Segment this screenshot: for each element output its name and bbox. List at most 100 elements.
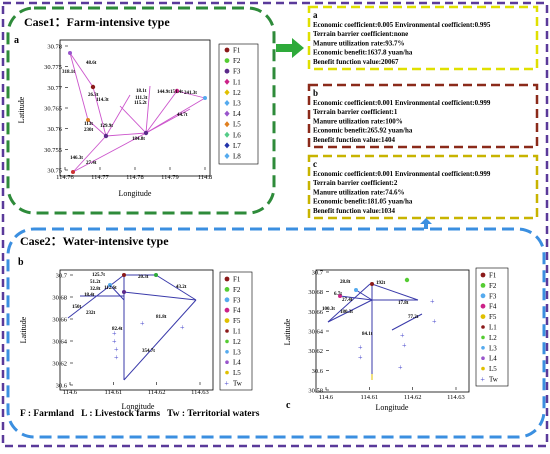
tw-point: +	[114, 353, 119, 362]
case1-routes	[69, 52, 206, 173]
route	[176, 90, 206, 99]
route	[72, 132, 147, 173]
legend-label: L2	[233, 338, 241, 346]
x-tick-label: 114.78	[126, 174, 144, 181]
route-label: 192t	[376, 281, 386, 286]
case1-y-ticks: 30.78 30.775 30.77 30.765 30.76 30.755 30.75	[44, 44, 68, 175]
route-label: 318.1t	[62, 70, 75, 75]
info-box-line: Economic benefit:265.92 yuan/ha	[313, 127, 413, 135]
legend-label: L7	[233, 142, 241, 150]
legend-label: L2	[233, 89, 241, 97]
info-box-line: Terrain barrier coefficient:1	[313, 108, 398, 116]
legend-marker	[481, 356, 485, 361]
y-tick-label: 30.75	[47, 168, 62, 175]
tw-point: +	[358, 343, 363, 352]
point-F4	[122, 290, 126, 294]
route	[105, 94, 131, 137]
y-tick-label: 30.68	[308, 289, 323, 296]
legend-marker	[224, 78, 230, 85]
point-F2	[103, 133, 109, 139]
info-box-letter: a	[313, 10, 318, 20]
legend-label: L5	[233, 369, 241, 377]
point-L2	[86, 118, 90, 122]
route-label: 241.3t	[184, 91, 197, 96]
point-F2	[404, 277, 410, 283]
legend-marker	[224, 47, 230, 53]
info-box-a	[307, 5, 539, 71]
legend-label: L1	[233, 328, 241, 336]
point-L4	[203, 96, 207, 100]
legend-marker	[224, 142, 230, 149]
case2-b-legend: F1 F2 F3 F4 F5 L1 L2 L3 L4 L5 + Tw	[224, 276, 242, 389]
legend-label: L5	[489, 365, 497, 373]
route	[145, 97, 206, 134]
legend-marker	[225, 360, 229, 365]
case2-b-ylabel: Latitude	[19, 316, 28, 343]
route-label: 27.4t	[342, 298, 353, 303]
case2-b-xlabel: Longitude	[122, 402, 155, 411]
x-tick-label: 114.61	[105, 389, 123, 396]
case1-frame	[6, 6, 276, 215]
point-F3	[108, 283, 112, 287]
case2-c-ylabel: Latitude	[283, 318, 292, 345]
route	[105, 132, 147, 137]
legend-label: F2	[489, 282, 497, 290]
route-label: 27.4t	[86, 161, 97, 166]
legend-label: F2	[233, 286, 241, 294]
case2-title: Case2：Water-intensive type	[20, 234, 169, 248]
route-label: 112.6t	[104, 286, 117, 291]
case2-c-y-ticks: 30.7 30.68 30.66 30.64 30.62 30.6 30.58	[308, 270, 329, 395]
case1-points	[68, 51, 207, 174]
route-label: 44.7t	[177, 113, 188, 118]
legend-marker	[481, 325, 485, 329]
y-tick-label: 30.775	[44, 64, 62, 71]
legend-label: L1	[489, 324, 497, 332]
case2-c-x-ticks: 114.6 114.61 114.62 114.63	[319, 387, 465, 401]
case2-frame	[6, 227, 546, 439]
tw-point: +	[114, 345, 119, 354]
x-tick-label: 114.63	[191, 389, 209, 396]
legend-label: Tw	[489, 376, 499, 384]
legend-label: L8	[233, 153, 241, 161]
y-tick-label: 30.62	[308, 348, 323, 355]
route-label: 125.7t	[92, 273, 105, 278]
route-label: 17.8t	[398, 301, 409, 306]
route	[72, 135, 107, 173]
legend-marker	[481, 366, 485, 371]
legend-marker	[224, 110, 230, 117]
route-label: 144.9t	[157, 90, 170, 95]
y-tick-label: 30.62	[52, 361, 67, 368]
route	[109, 284, 125, 301]
x-tick-label: 114.61	[361, 394, 379, 401]
legend-label: F1	[489, 272, 497, 280]
route-label: 146.3t	[70, 156, 83, 161]
legend-marker	[224, 131, 230, 138]
case2-panel-c-letter: c	[286, 400, 291, 411]
tw-point: +	[398, 363, 403, 372]
info-box-line: Economic coefficient:0.001 Environmental…	[313, 99, 491, 107]
legend-label: L3	[233, 348, 241, 356]
info-box-line: Manure utilization rate:100%	[313, 117, 403, 125]
point-L5	[71, 170, 75, 174]
route-label: 77.2t	[408, 315, 419, 320]
legend-marker: +	[480, 375, 485, 384]
legend-label: F3	[233, 296, 241, 304]
tw-point: +	[112, 329, 117, 338]
route	[119, 105, 147, 134]
point-F3	[143, 130, 149, 136]
case1-arrow-icon	[276, 38, 304, 58]
legend-marker	[224, 153, 230, 159]
legend-marker	[224, 121, 230, 128]
legend-marker	[225, 329, 229, 333]
legend-label: L1	[233, 78, 241, 86]
info-box-line: Economic benefit:1637.8 yuan/ha	[313, 49, 413, 57]
y-tick-label: 30.66	[308, 309, 323, 316]
legend-label: F1	[233, 276, 241, 284]
route	[327, 299, 373, 323]
route	[69, 52, 89, 121]
info-box-line: Benefit function value:1404	[313, 136, 396, 144]
route	[339, 295, 373, 301]
x-tick-label: 114.79	[161, 174, 179, 181]
legend-label: L4	[489, 355, 497, 363]
